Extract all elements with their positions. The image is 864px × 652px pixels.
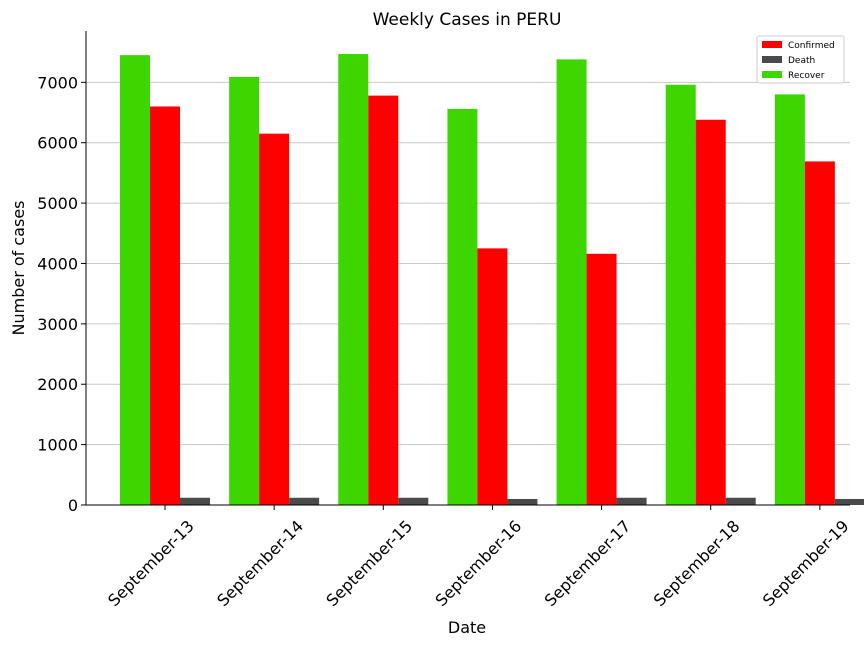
y-tick-label: 7000 [37, 73, 78, 92]
bar-confirmed [368, 95, 399, 505]
bar-recover [665, 84, 696, 506]
y-tick-label: 2000 [37, 375, 78, 394]
bar-confirmed [477, 248, 508, 505]
bar-recover [556, 59, 587, 506]
x-tick-label: September-15 [322, 516, 416, 610]
bar-confirmed [586, 253, 617, 505]
legend-label-recover: Recover [788, 71, 825, 81]
x-ticks: September-13 September-14 September-15 Sept… [104, 505, 853, 610]
x-tick-label: September-14 [213, 516, 307, 610]
bars [120, 53, 864, 506]
legend-label-confirmed: Confirmed [788, 41, 835, 51]
x-tick-label: September-16 [432, 516, 526, 610]
bar-recover [338, 53, 369, 506]
bar-recover [120, 55, 150, 506]
y-ticks: 0 1000 2000 3000 4000 5000 6000 7000 [37, 73, 86, 515]
bar-death [616, 497, 647, 505]
x-tick-label: September-17 [541, 516, 635, 610]
x-tick-label: September-18 [650, 516, 744, 610]
y-tick-label: 3000 [37, 315, 78, 334]
legend-swatch-recover [762, 71, 782, 78]
bar-confirmed [150, 106, 180, 505]
bar-death [289, 497, 320, 505]
bar-confirmed [695, 119, 726, 505]
y-tick-label: 4000 [37, 254, 78, 273]
y-axis-label: Number of cases [9, 201, 28, 336]
y-tick-label: 6000 [37, 134, 78, 153]
legend-swatch-confirmed [762, 41, 782, 48]
chart-title: Weekly Cases in PERU [373, 10, 562, 30]
x-tick-label: September-19 [759, 516, 853, 610]
x-tick-label: September-13 [104, 516, 198, 610]
y-tick-label: 5000 [37, 194, 78, 213]
legend: Confirmed Death Recover [756, 35, 845, 84]
bar-death [180, 497, 210, 505]
legend-label-death: Death [788, 56, 815, 66]
bar-recover [229, 76, 260, 506]
bar-confirmed [259, 133, 290, 505]
bar-death [507, 498, 538, 505]
legend-swatch-death [762, 56, 782, 63]
bar-recover [774, 94, 805, 505]
y-tick-label: 1000 [37, 436, 78, 455]
x-axis-label: Date [448, 618, 486, 637]
bar-confirmed [804, 161, 835, 505]
bar-death [725, 497, 756, 505]
bar-death [398, 497, 429, 505]
axes [85, 31, 850, 506]
bar-recover [447, 108, 478, 505]
bar-death [834, 498, 864, 505]
y-tick-label: 0 [68, 496, 78, 515]
